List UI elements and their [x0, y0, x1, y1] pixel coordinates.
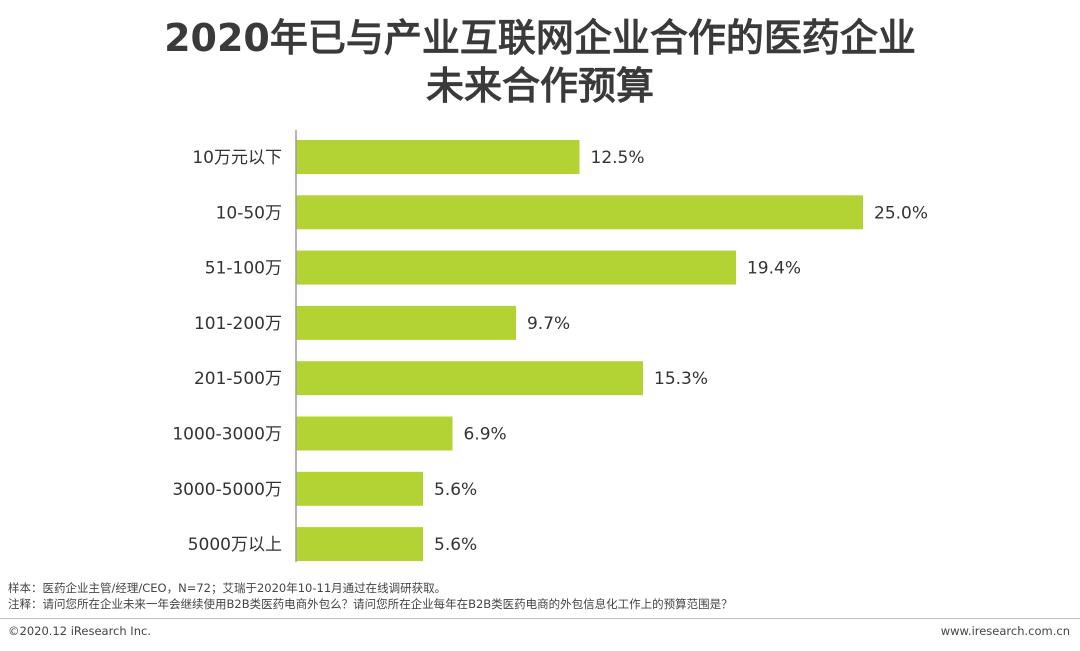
value-label-5: 6.9%	[463, 425, 506, 445]
chart-title-line-1: 2020年已与产业互联网企业合作的医药企业	[164, 16, 916, 60]
value-label-0: 12.5%	[591, 148, 645, 168]
value-label-1: 25.0%	[874, 203, 928, 223]
bar-3	[296, 305, 516, 340]
copyright-text: ©2020.12 iResearch Inc.	[8, 624, 151, 638]
annotation-note: 注释：请问您所在企业未来一年会继续使用B2B类医药电商外包么？请问您所在企业每年…	[8, 597, 733, 611]
category-label-1: 10-50万	[216, 203, 282, 223]
sample-note: 样本：医药企业主管/经理/CEO，N=72；艾瑞于2020年10-11月通过在线…	[8, 581, 447, 595]
bar-7	[296, 527, 424, 562]
footer-divider	[0, 618, 1080, 619]
bar-5	[296, 416, 453, 451]
chart-title-line-2: 未来合作预算	[425, 64, 654, 108]
category-label-5: 1000-3000万	[172, 425, 282, 445]
value-label-3: 9.7%	[527, 314, 570, 334]
website-link[interactable]: www.iresearch.com.cn	[940, 624, 1070, 638]
bar-4	[296, 361, 644, 396]
category-label-6: 3000-5000万	[172, 480, 282, 500]
value-label-4: 15.3%	[654, 369, 708, 389]
category-label-4: 201-500万	[194, 369, 282, 389]
bar-2	[296, 250, 736, 285]
bars-layer	[296, 140, 863, 562]
category-label-0: 10万元以下	[192, 148, 282, 168]
bar-6	[296, 471, 424, 506]
category-label-7: 5000万以上	[188, 535, 282, 555]
bar-0	[296, 140, 580, 174]
labels-layer: 10万元以下 12.5% 10-50万 25.0% 51-100万 19.4% 101-20…	[172, 148, 928, 555]
category-label-3: 101-200万	[194, 314, 282, 334]
notes-block: 样本：医药企业主管/经理/CEO，N=72；艾瑞于2020年10-11月通过在线…	[8, 580, 733, 612]
value-label-2: 19.4%	[747, 259, 801, 279]
value-label-7: 5.6%	[434, 535, 477, 555]
category-label-2: 51-100万	[205, 259, 282, 279]
bar-1	[296, 195, 863, 230]
value-label-6: 5.6%	[434, 480, 477, 500]
bar-chart: 10万元以下 12.5% 10-50万 25.0% 51-100万 19.4% 101-20…	[172, 130, 928, 562]
chart-title: 2020年已与产业互联网企业合作的医药企业 未来合作预算	[0, 14, 1080, 110]
